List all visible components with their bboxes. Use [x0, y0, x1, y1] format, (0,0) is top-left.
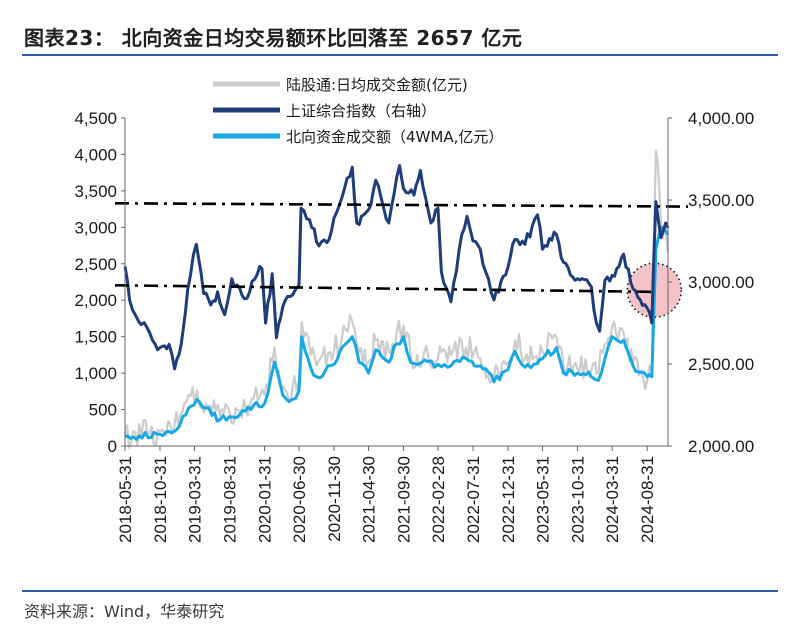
plot-area — [114, 149, 689, 449]
source-note: 资料来源：Wind，华泰研究 — [24, 602, 225, 621]
left-tick-label: 2,500 — [74, 255, 117, 274]
right-tick-label: 4,000.00 — [688, 109, 754, 128]
x-tick-label: 2024-03-31 — [603, 456, 622, 543]
line-chart: 0 500 1,000 1,500 2,000 2,500 3,000 3,500 4,000 4… — [74, 76, 754, 543]
daily-turnover-line — [123, 149, 670, 449]
legend-label-1: 陆股通:日均成交金额(亿元) — [286, 76, 468, 94]
reference-line-2 — [114, 283, 656, 294]
legend-label-3: 北向资金成交额（4WMA,亿元） — [286, 128, 503, 146]
title-divider — [22, 54, 778, 56]
left-tick-label: 2,000 — [74, 291, 117, 310]
reference-line-1 — [114, 201, 689, 208]
right-y-axis: 2,000.00 2,500.00 3,000.00 3,500.00 4,000.00 — [667, 109, 754, 456]
left-tick-label: 4,000 — [74, 145, 117, 164]
x-tick-label: 2024-08-31 — [638, 456, 657, 543]
x-tick-label: 2018-05-31 — [116, 456, 135, 543]
x-tick-label: 2019-03-31 — [186, 456, 205, 543]
left-tick-label: 4,500 — [74, 109, 117, 128]
footer-divider — [22, 590, 778, 592]
shanghai-index-line — [123, 164, 670, 371]
x-tick-label: 2022-07-31 — [464, 456, 483, 543]
left-tick-label: 3,000 — [74, 218, 117, 237]
x-tick-label: 2020-01-31 — [255, 456, 274, 543]
left-tick-label: 1,500 — [74, 328, 117, 347]
right-tick-label: 3,500.00 — [688, 191, 754, 210]
x-tick-label: 2020-11-30 — [325, 456, 344, 542]
x-tick-label: 2019-08-31 — [220, 456, 239, 543]
x-tick-label: 2020-06-30 — [290, 456, 309, 543]
right-tick-label: 2,500.00 — [688, 355, 754, 374]
left-tick-label: 3,500 — [74, 182, 117, 201]
x-tick-label: 2022-02-28 — [429, 456, 448, 543]
wma-turnover-line — [124, 225, 670, 441]
right-tick-label: 2,000.00 — [688, 437, 754, 456]
x-tick-label: 2023-10-31 — [568, 456, 587, 543]
right-tick-label: 3,000.00 — [688, 273, 754, 292]
x-tick-label: 2021-09-30 — [394, 456, 413, 543]
left-y-axis: 0 500 1,000 1,500 2,000 2,500 3,000 3,500 4,000 4… — [74, 109, 126, 456]
left-tick-label: 1,000 — [74, 364, 117, 383]
chart-legend: 陆股通:日均成交金额(亿元) 上证综合指数（右轴） 北向资金成交额（4WMA,亿元） — [213, 76, 503, 146]
x-tick-label: 2021-04-30 — [359, 456, 378, 543]
x-tick-label: 2018-10-31 — [151, 456, 170, 543]
x-axis: 2018-05-31 2018-10-31 2019-03-31 2019-08-31… — [116, 445, 668, 543]
x-tick-label: 2022-12-31 — [499, 456, 518, 543]
legend-label-2: 上证综合指数（右轴） — [286, 102, 436, 120]
page-title: 图表23： 北向资金日均交易额环比回落至 2657 亿元 — [24, 26, 523, 50]
x-tick-label: 2023-05-31 — [533, 456, 552, 543]
left-tick-label: 500 — [89, 401, 117, 420]
left-tick-label: 0 — [108, 437, 117, 456]
